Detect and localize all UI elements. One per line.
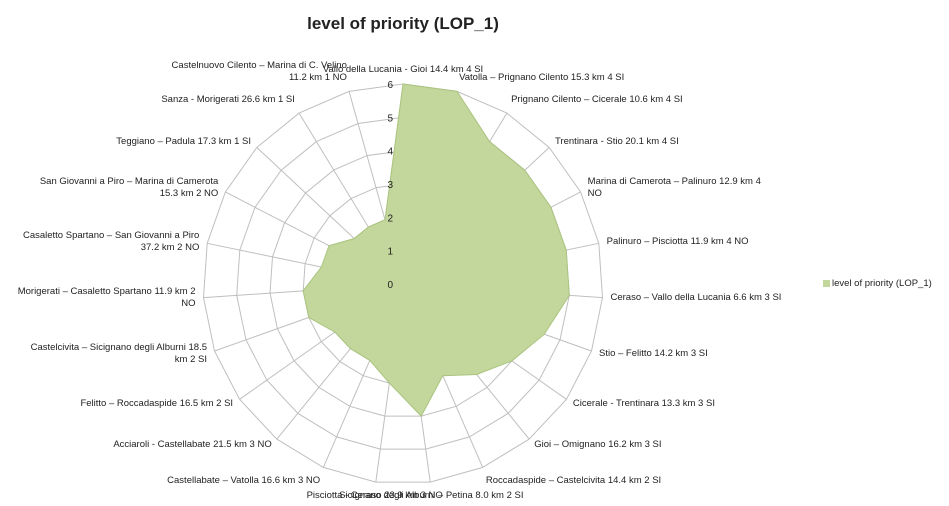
y-tick-label: 4 [387,147,393,158]
chart-title: level of priority (LOP_1) [307,14,499,33]
category-label: Sicignano degli Alburni – Petina 8.0 km … [339,490,524,502]
radar-area [302,83,570,417]
y-tick-label: 5 [387,113,393,124]
category-label: Felitto – Roccadaspide 16.5 km 2 SI [80,397,234,409]
grid-line [202,83,604,483]
category-label: Marina di Camerota – Palinuro 12.9 km 4 … [587,176,761,200]
category-label: Trentinara - Stio 20.1 km 4 SI [555,136,679,148]
category-label: Morigerati – Casaletto Spartano 11.9 km … [17,286,196,310]
category-label: Castelcivita – Sicignano degli Alburni 1… [30,341,207,365]
category-label: Acciaroli - Castellabate 21.5 km 3 NO [113,439,272,451]
y-tick-label: 2 [387,213,393,224]
category-label: Casaletto Spartano – San Giovanni a Piro… [22,229,200,253]
category-label: Prignano Cilento – Cicerale 10.6 km 4 SI [511,94,683,106]
category-label: Ceraso – Vallo della Lucania 6.6 km 3 SI [610,292,782,304]
category-label: Castellabate – Vatolla 16.6 km 3 NO [167,474,321,486]
legend-label: level of priority (LOP_1) [832,278,932,289]
category-label: Castelnuovo Cilento – Marina di C. Velin… [171,59,347,83]
y-tick-label: 6 [387,80,393,91]
category-label: Teggiano – Padula 17.3 km 1 SI [116,136,251,148]
category-label: Roccadaspide – Castelcivita 14.4 km 2 SI [485,474,662,486]
y-tick-label: 0 [387,280,393,291]
category-label: Stio – Felitto 14.2 km 3 SI [598,347,708,359]
category-label: Pisciotta - Ceraso 23.9 km 3 NO [306,490,443,502]
y-tick-label: 1 [387,247,393,258]
y-tick-label: 3 [387,180,393,191]
category-label: Vallo della Lucania - Gioi 14.4 km 4 SI [322,64,484,75]
category-label: Palinuro – Pisciotta 11.9 km 4 NO [606,235,749,247]
category-label: Cicerale - Trentinara 13.3 km 3 SI [572,397,715,409]
category-label: San Giovanni a Piro – Marina di Camerota… [39,176,219,200]
category-label: Vatolla – Prignano Cilento 15.3 km 4 SI [459,71,625,83]
category-label: Gioi – Omignano 16.2 km 3 SI [534,439,662,451]
category-label: Sanza - Morigerati 26.6 km 1 SI [161,94,295,106]
legend-swatch [823,280,830,287]
